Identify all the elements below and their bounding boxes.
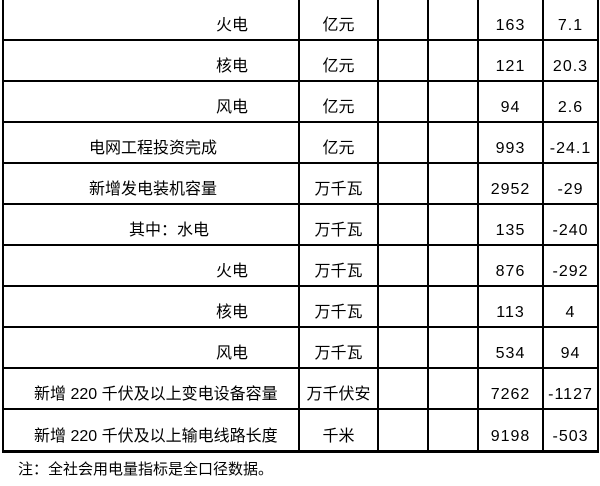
empty-cell bbox=[379, 164, 429, 203]
empty-cell bbox=[379, 82, 429, 121]
empty-cell bbox=[429, 369, 479, 408]
table-row: 新增 220 千伏及以上变电设备容量 万千伏安 7262 -1127 bbox=[4, 369, 597, 410]
value-cell: 135 bbox=[479, 205, 544, 244]
value-cell: 876 bbox=[479, 246, 544, 285]
unit-cell: 万千瓦 bbox=[300, 205, 379, 244]
empty-cell bbox=[379, 410, 429, 450]
value-cell: 113 bbox=[479, 287, 544, 326]
table-row: 火电 万千瓦 876 -292 bbox=[4, 246, 597, 287]
table-row: 其中：水电 万千瓦 135 -240 bbox=[4, 205, 597, 246]
change-cell: -292 bbox=[552, 263, 589, 280]
value-cell: 7262 bbox=[479, 369, 544, 408]
value-cell: 94 bbox=[479, 82, 544, 121]
empty-cell bbox=[379, 328, 429, 367]
empty-cell bbox=[379, 123, 429, 162]
change-cell: 20.3 bbox=[552, 58, 589, 75]
empty-cell bbox=[429, 410, 479, 450]
change-cell: -240 bbox=[552, 222, 589, 239]
unit-cell: 万千瓦 bbox=[300, 246, 379, 285]
table-row: 新增 220 千伏及以上输电线路长度 千米 9198 -503 bbox=[4, 410, 597, 450]
value-cell: 2952 bbox=[479, 164, 544, 203]
empty-cell bbox=[429, 287, 479, 326]
indicator-cell: 核电 bbox=[4, 41, 300, 80]
table-row: 火电 亿元 163 7.1 bbox=[4, 0, 597, 41]
unit-cell: 亿元 bbox=[300, 82, 379, 121]
change-cell: -503 bbox=[552, 428, 589, 445]
unit-cell: 亿元 bbox=[300, 0, 379, 39]
table-row: 风电 万千瓦 534 94 bbox=[4, 328, 597, 369]
value-cell: 534 bbox=[479, 328, 544, 367]
value-cell: 121 bbox=[479, 41, 544, 80]
indicator-cell: 火电 bbox=[4, 0, 300, 39]
change-cell: 7.1 bbox=[557, 17, 584, 34]
indicator-cell: 新增发电装机容量 bbox=[4, 164, 300, 203]
unit-cell: 亿元 bbox=[300, 41, 379, 80]
unit-cell: 万千伏安 bbox=[300, 369, 379, 408]
empty-cell bbox=[429, 164, 479, 203]
table-row: 新增发电装机容量 万千瓦 2952 -29 bbox=[4, 164, 597, 205]
change-cell: -29 bbox=[557, 181, 584, 198]
indicator-cell: 风电 bbox=[4, 82, 300, 121]
empty-cell bbox=[429, 41, 479, 80]
empty-cell bbox=[429, 123, 479, 162]
unit-cell: 万千瓦 bbox=[300, 328, 379, 367]
unit-cell: 千米 bbox=[300, 410, 379, 450]
indicator-cell: 其中：水电 bbox=[4, 205, 300, 244]
empty-cell bbox=[379, 369, 429, 408]
empty-cell bbox=[379, 41, 429, 80]
unit-cell: 万千瓦 bbox=[300, 164, 379, 203]
empty-cell bbox=[429, 246, 479, 285]
change-cell: 4 bbox=[565, 304, 576, 321]
table-row: 风电 亿元 94 2.6 bbox=[4, 82, 597, 123]
unit-cell: 万千瓦 bbox=[300, 287, 379, 326]
value-cell: 163 bbox=[479, 0, 544, 39]
table-row: 核电 万千瓦 113 4 bbox=[4, 287, 597, 328]
indicator-cell: 火电 bbox=[4, 246, 300, 285]
indicator-cell: 新增 220 千伏及以上输电线路长度 bbox=[4, 410, 300, 450]
empty-cell bbox=[429, 205, 479, 244]
indicator-cell: 电网工程投资完成 bbox=[4, 123, 300, 162]
empty-cell bbox=[429, 328, 479, 367]
indicator-cell: 新增 220 千伏及以上变电设备容量 bbox=[4, 369, 300, 408]
value-cell: 993 bbox=[479, 123, 544, 162]
empty-cell bbox=[379, 287, 429, 326]
value-cell: 9198 bbox=[479, 410, 544, 450]
indicator-cell: 风电 bbox=[4, 328, 300, 367]
empty-cell bbox=[429, 82, 479, 121]
indicators-table: 火电 亿元 163 7.1 核电 亿元 121 20.3 风电 亿元 94 2.… bbox=[2, 0, 599, 453]
change-cell: -1127 bbox=[548, 386, 593, 403]
unit-cell: 亿元 bbox=[300, 123, 379, 162]
empty-cell bbox=[379, 0, 429, 39]
empty-cell bbox=[379, 205, 429, 244]
indicator-cell: 核电 bbox=[4, 287, 300, 326]
change-cell: -24.1 bbox=[549, 140, 592, 157]
empty-cell bbox=[379, 246, 429, 285]
table-row: 电网工程投资完成 亿元 993 -24.1 bbox=[4, 123, 597, 164]
change-cell: 2.6 bbox=[557, 99, 584, 116]
table-row: 核电 亿元 121 20.3 bbox=[4, 41, 597, 82]
empty-cell bbox=[429, 0, 479, 39]
note-text: 注：全社会用电量指标是全口径数据。 bbox=[18, 462, 274, 478]
change-cell: 94 bbox=[560, 345, 581, 362]
